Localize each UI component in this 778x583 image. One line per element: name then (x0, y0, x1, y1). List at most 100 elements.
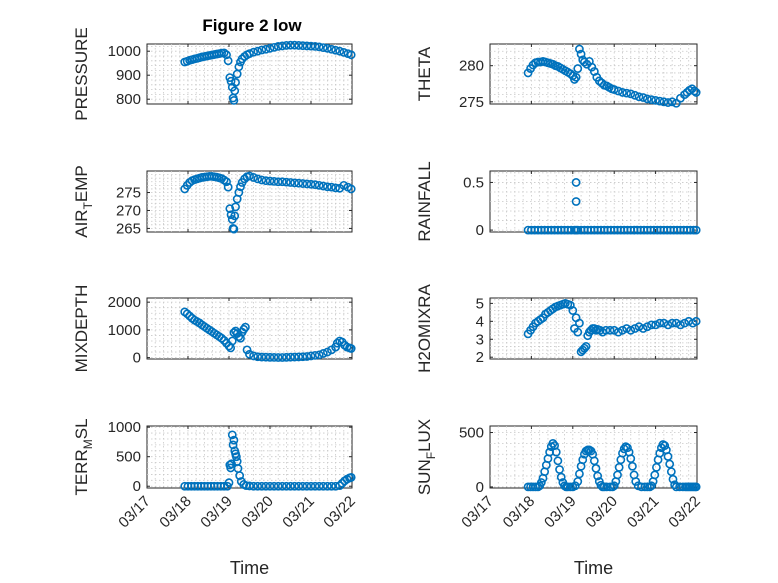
data-point (245, 481, 254, 491)
data-point (249, 47, 258, 57)
data-point (224, 478, 234, 488)
data-point (663, 98, 673, 107)
y-tick-label: 275 (116, 185, 141, 202)
data-point (286, 352, 295, 362)
series-theta (523, 44, 701, 108)
data-point (556, 472, 566, 482)
data-point (576, 49, 586, 59)
data-point (651, 95, 660, 105)
data-point (638, 324, 648, 333)
data-point (667, 318, 677, 328)
data-point (613, 327, 623, 337)
data-point (655, 318, 665, 328)
data-point (223, 182, 233, 192)
data-point (568, 306, 578, 315)
data-point (634, 92, 644, 102)
data-point (327, 481, 336, 491)
data-point (630, 90, 640, 100)
series-air_temp (180, 171, 356, 234)
data-point (226, 210, 236, 220)
axes-pressure: 800 900 1000 PRESSURE (72, 27, 356, 121)
data-point (257, 175, 267, 185)
data-point (294, 352, 304, 362)
data-point (249, 481, 258, 491)
data-point (310, 42, 320, 51)
y-tick-label: 5 (476, 295, 484, 312)
y-tick-label: 280 (459, 58, 484, 75)
data-point (273, 42, 283, 51)
y-tick-label: 1000 (108, 322, 141, 339)
data-point (257, 481, 267, 491)
data-point (536, 478, 546, 487)
data-point (575, 318, 584, 328)
data-point (245, 171, 254, 181)
y-tick-label: 4 (476, 313, 484, 330)
plot-area-air_temp (146, 170, 353, 233)
data-point (261, 352, 271, 362)
data-point (231, 452, 241, 462)
data-point (240, 322, 250, 332)
data-point (230, 211, 240, 221)
data-point (290, 352, 299, 362)
data-point (273, 177, 283, 187)
y-axis-label: MIXDEPTH (72, 285, 91, 373)
data-point (286, 40, 295, 50)
data-point (647, 95, 656, 105)
y-tick-label: 265 (116, 220, 141, 237)
y-tick-label: 1000 (108, 419, 141, 436)
data-point (571, 197, 581, 206)
x-tick-label: 03/20 (582, 493, 621, 532)
data-point (570, 75, 579, 84)
data-point (253, 174, 263, 184)
x-axis-label: Time (574, 558, 613, 578)
data-point (310, 180, 320, 190)
data-point (242, 345, 252, 355)
data-point (234, 188, 244, 197)
grid-rainfall (490, 171, 697, 232)
y-tick-label: 0 (476, 222, 484, 239)
data-point (298, 179, 308, 188)
data-point (587, 62, 597, 72)
data-point (302, 352, 312, 361)
y-tick-label: 3 (476, 331, 484, 348)
x-tick-label: 03/20 (238, 493, 277, 532)
data-point (331, 183, 340, 193)
series-pressure (180, 40, 356, 105)
grid-h2omixra (490, 298, 697, 359)
data-point (613, 86, 623, 96)
data-point (249, 173, 258, 182)
data-point (269, 177, 279, 186)
data-point (286, 178, 295, 187)
data-point (618, 325, 627, 335)
data-point (655, 448, 665, 458)
x-tick-label: 03/18 (500, 493, 539, 532)
data-point (622, 88, 632, 98)
data-point (306, 41, 316, 51)
data-point (290, 40, 299, 50)
data-point (551, 447, 561, 457)
x-tick-label: 03/17 (115, 493, 154, 532)
data-point (691, 88, 701, 97)
y-tick-label: 2000 (108, 294, 141, 311)
data-point (579, 57, 589, 67)
data-point (294, 41, 304, 50)
y-tick-label: 2 (476, 349, 484, 366)
data-point (182, 309, 192, 319)
data-point (302, 179, 312, 189)
y-tick-label: 0 (133, 350, 141, 367)
data-point (638, 93, 648, 102)
y-axis-label: H2OMIXRA (415, 283, 434, 372)
data-point (637, 482, 646, 492)
data-point (651, 320, 660, 330)
data-point (228, 440, 238, 450)
data-point (605, 325, 615, 335)
data-point (322, 481, 332, 491)
data-point (579, 343, 589, 353)
y-axis-label: PRESSURE (72, 27, 91, 121)
data-point (601, 325, 611, 335)
data-point (298, 481, 308, 491)
y-tick-label: 900 (116, 67, 141, 84)
series-mixdepth (180, 307, 356, 362)
data-point (609, 85, 619, 94)
